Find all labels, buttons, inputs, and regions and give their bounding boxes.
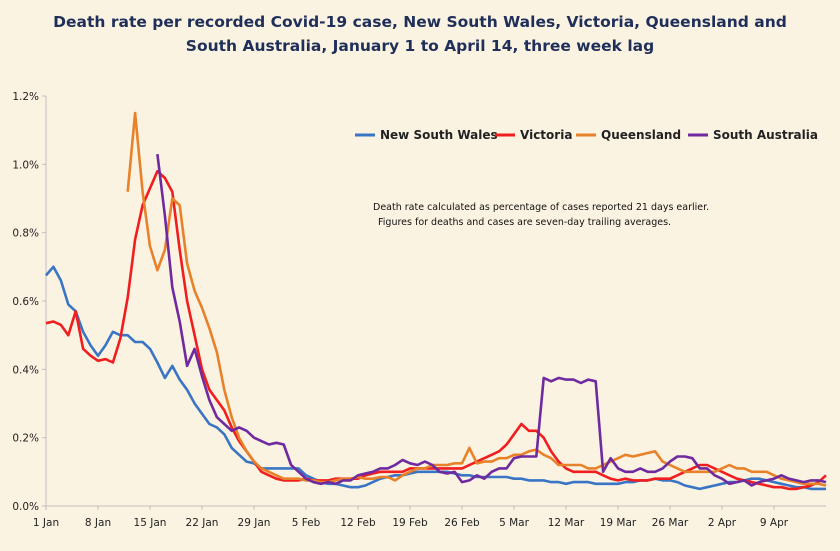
y-tick-label: 0.2% [12,433,39,445]
x-tick-label: 12 Mar [548,517,585,529]
y-tick-label: 1.2% [12,91,39,103]
x-tick-label: 1 Jan [33,517,59,529]
x-tick-label: 2 Apr [708,517,737,529]
x-tick-label: 5 Feb [292,517,321,529]
chart-title: Death rate per recorded Covid-19 case, N… [40,10,800,58]
legend-label: South Australia [713,128,818,142]
legend-label: Queensland [601,128,681,142]
x-tick-label: 5 Mar [499,517,530,529]
y-tick-label: 1.0% [12,159,39,171]
x-tick-label: 26 Feb [444,517,480,529]
series-line-south-australia [156,153,827,487]
x-tick-label: 26 Mar [652,517,689,529]
chart-title-line-2: South Australia, January 1 to April 14, … [185,37,655,55]
series-line-new-south-wales [45,265,826,491]
annotation-line-2: Figures for deaths and cases are seven-d… [378,217,671,228]
x-tick-label: 15 Jan [134,517,167,529]
x-tick-label: 19 Mar [600,517,637,529]
series-layer [45,111,827,491]
legend: New South Wales Victoria Queensland South A… [355,128,818,142]
legend-label: New South Wales [380,128,498,142]
x-tick-label: 22 Jan [186,517,219,529]
x-tick-label: 29 Jan [238,517,271,529]
x-tick-label: 9 Apr [760,517,789,529]
y-tick-label: 0.6% [12,296,39,308]
chart-title-line-1: Death rate per recorded Covid-19 case, N… [53,13,787,31]
annotation: Death rate calculated as percentage of c… [373,202,709,228]
y-tick-label: 0.8% [12,228,39,240]
axes: 0.0% 0.2% 0.4% 0.6% 0.8% 1.0% 1.2% 1 Jan 8 Jan 15… [12,91,826,529]
x-tick-label: 8 Jan [85,517,111,529]
x-tick-label: 19 Feb [392,517,428,529]
y-tick-label: 0.4% [12,364,39,376]
legend-label: Victoria [520,128,572,142]
x-tick-label: 12 Feb [340,517,376,529]
annotation-line-1: Death rate calculated as percentage of c… [373,202,709,213]
y-tick-label: 0.0% [12,501,39,513]
